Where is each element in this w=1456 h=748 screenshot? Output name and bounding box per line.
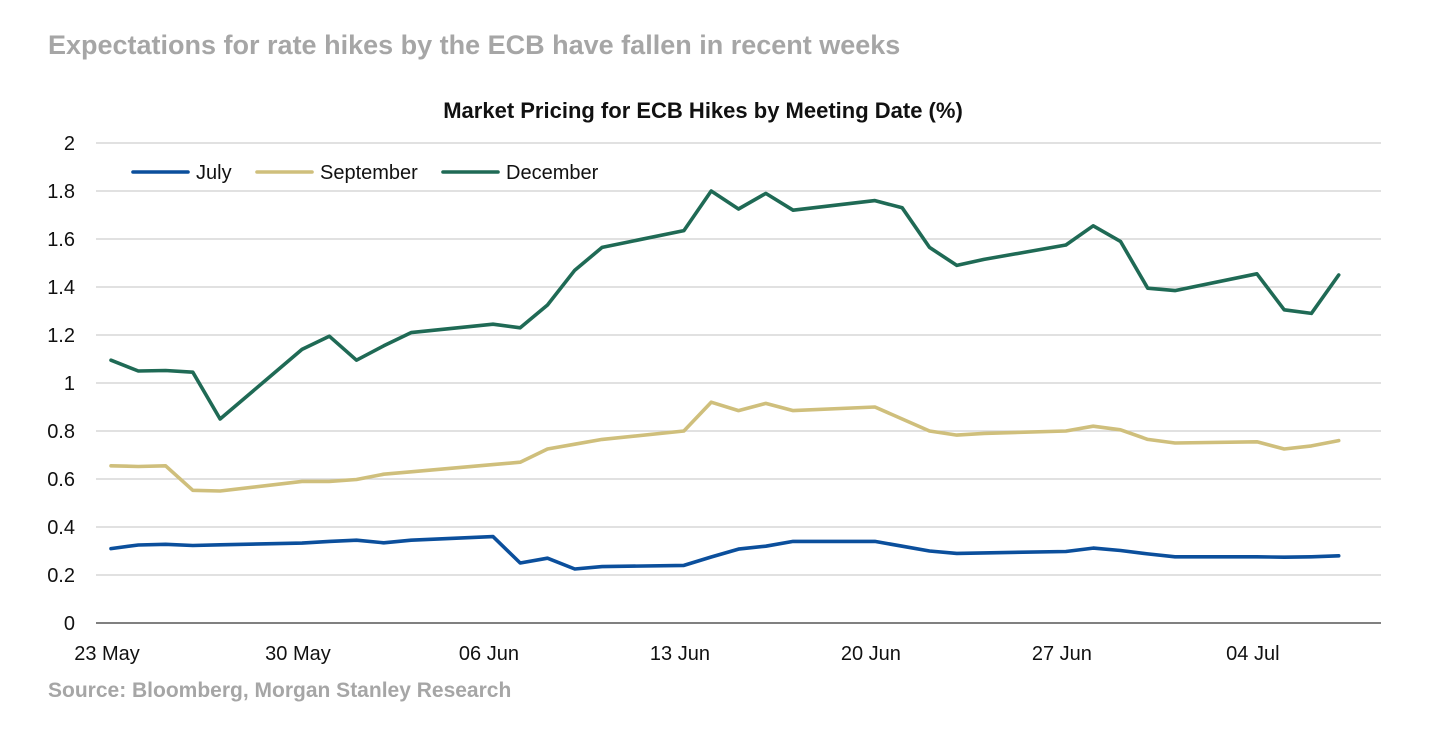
y-tick-label: 0.8 (47, 421, 75, 443)
series-line-september (109, 400, 1341, 493)
series-line-december (109, 189, 1341, 421)
legend-label-september: September (320, 162, 418, 184)
x-tick-label: 13 Jun (650, 643, 710, 665)
source-note: Source: Bloomberg, Morgan Stanley Resear… (48, 679, 512, 702)
x-tick-label: 04 Jul (1226, 643, 1279, 665)
legend-label-july: July (196, 162, 232, 184)
legend: July September December (131, 162, 599, 184)
series-lines (109, 189, 1341, 571)
y-tick-label: 0.2 (47, 565, 75, 587)
x-tick-label: 23 May (74, 643, 140, 665)
y-tick-label: 1.6 (47, 229, 75, 251)
y-tick-label: 0.4 (47, 517, 75, 539)
y-tick-label: 1.8 (47, 181, 75, 203)
page-headline: Expectations for rate hikes by the ECB h… (48, 30, 901, 60)
y-tick-label: 1.2 (47, 325, 75, 347)
y-tick-label: 1 (64, 373, 75, 395)
y-tick-label: 2 (64, 133, 75, 155)
y-axis: 0 0.2 0.4 0.6 0.8 1 1.2 1.4 1.6 1.8 2 (47, 133, 75, 635)
line-chart: Market Pricing for ECB Hikes by Meeting … (47, 98, 1381, 665)
x-tick-label: 20 Jun (841, 643, 901, 665)
legend-label-december: December (506, 162, 599, 184)
x-tick-label: 27 Jun (1032, 643, 1092, 665)
x-tick-label: 06 Jun (459, 643, 519, 665)
x-tick-label: 30 May (265, 643, 331, 665)
y-tick-label: 1.4 (47, 277, 75, 299)
series-line-july (109, 534, 1341, 571)
y-tick-label: 0 (64, 613, 75, 635)
y-tick-label: 0.6 (47, 469, 75, 491)
gridlines (96, 142, 1381, 576)
x-axis: 23 May 30 May 06 Jun 13 Jun 20 Jun 27 Jun 04 J… (74, 622, 1381, 665)
chart-title: Market Pricing for ECB Hikes by Meeting … (443, 98, 963, 123)
